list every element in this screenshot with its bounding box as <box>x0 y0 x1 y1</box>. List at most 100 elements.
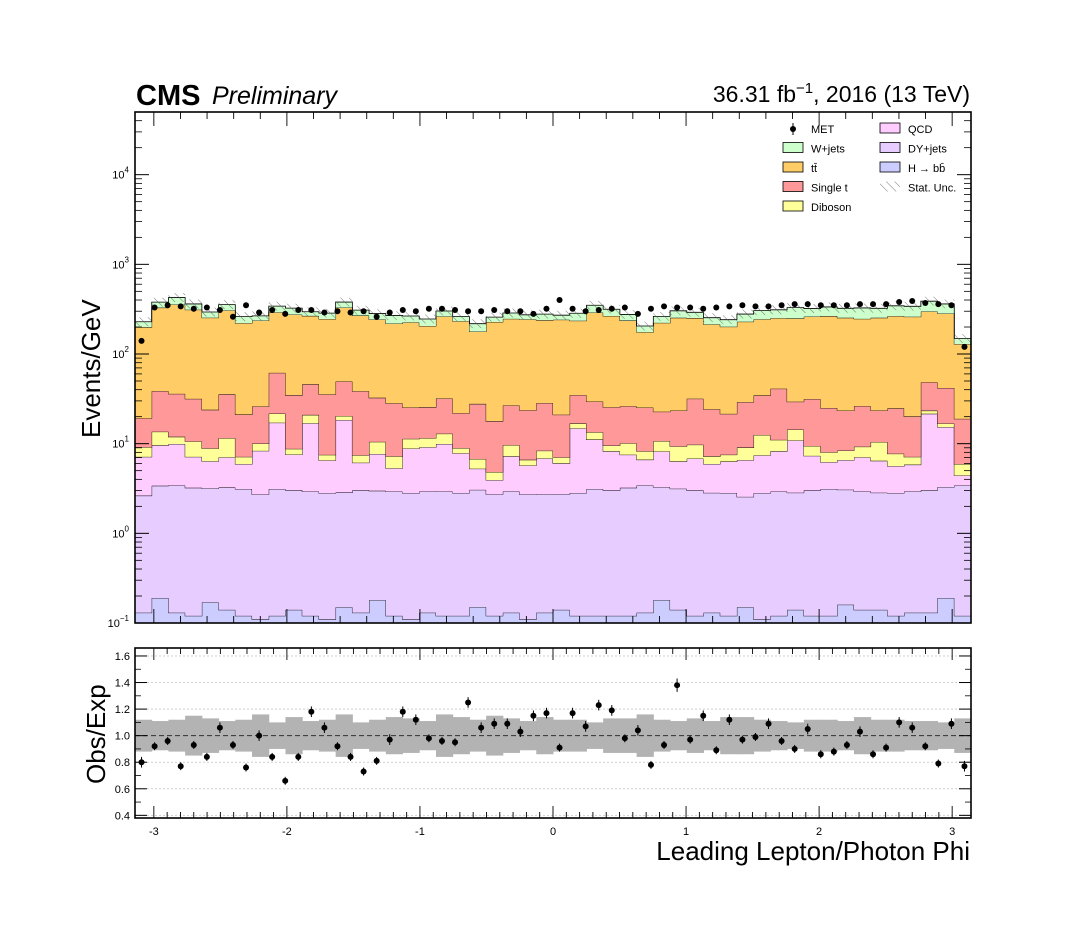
data-point <box>830 302 837 309</box>
unc-bin <box>904 301 921 311</box>
data-point <box>282 310 289 317</box>
unc-bin <box>502 308 520 318</box>
unc-bin <box>670 306 687 316</box>
x-tick-label: -1 <box>415 826 425 838</box>
ratio-panel: 0.40.60.81.01.21.41.6-3 -2 -1 0 1 2 3 Obs/Exp … <box>81 647 972 866</box>
data-point <box>504 308 511 315</box>
legend-label: DY+jets <box>908 144 947 156</box>
legend-entry: Diboson <box>782 200 851 214</box>
ratio-point <box>465 699 472 706</box>
unc-bin <box>435 306 453 316</box>
data-point <box>935 301 942 308</box>
ratio-band-bin <box>837 721 855 751</box>
data-point <box>569 305 576 312</box>
ratio-point <box>360 768 367 775</box>
unc-bin <box>653 311 671 321</box>
unc-bin <box>937 299 955 309</box>
unc-bin <box>452 312 470 321</box>
ratio-point <box>164 737 171 744</box>
unc-bin <box>235 312 253 322</box>
ratio-point <box>347 753 354 760</box>
stack-fill-2 <box>135 413 971 497</box>
ratio-y-axis-title: Obs/Exp <box>81 684 111 784</box>
ratio-point <box>856 728 863 735</box>
ratio-points <box>138 678 968 785</box>
stacked-histograms <box>135 297 971 623</box>
experiment-label: CMS <box>136 80 200 112</box>
unc-bin <box>151 297 169 307</box>
ratio-point <box>843 741 850 748</box>
data-point <box>608 305 615 312</box>
ratio-point <box>334 743 341 750</box>
ratio-y-tick-label: 0.4 <box>115 810 130 822</box>
data-point <box>713 304 720 311</box>
ratio-point <box>229 741 236 748</box>
ratio-point <box>726 716 733 723</box>
ratio-point <box>922 743 929 750</box>
ratio-point <box>530 712 537 719</box>
data-point <box>883 301 890 308</box>
ratio-point <box>373 757 380 764</box>
ratio-point <box>151 743 158 750</box>
data-point <box>491 306 498 313</box>
legend-entry: QCD <box>879 122 933 136</box>
ratio-point <box>282 777 289 784</box>
ratio-point <box>804 726 811 733</box>
data-point <box>961 343 968 350</box>
unc-bin <box>218 300 236 310</box>
unc-bin <box>887 301 905 311</box>
ratio-band-bin <box>820 719 838 752</box>
ratio-y-tick-label: 0.8 <box>115 757 130 769</box>
x-tick-label: -3 <box>149 826 159 838</box>
legend-entry: Single t <box>782 181 848 195</box>
data-point <box>778 302 785 309</box>
unc-bin <box>954 334 971 343</box>
ratio-point <box>556 744 563 751</box>
stack-fill-5 <box>135 304 971 422</box>
unc-bin <box>636 321 654 331</box>
ratio-point <box>778 737 785 744</box>
x-tick-label: 0 <box>550 826 556 838</box>
ratio-point <box>308 708 315 715</box>
unc-bin <box>703 313 721 323</box>
ratio-y-tick-label: 1.0 <box>115 731 130 743</box>
unc-bin <box>553 310 570 320</box>
legend-swatch <box>782 200 804 212</box>
y-tick-label: 103 <box>112 255 129 271</box>
data-point <box>595 306 602 313</box>
unc-bin <box>837 303 854 313</box>
ratio-y-tick-label: 1.6 <box>115 651 130 663</box>
ratio-point <box>713 747 720 754</box>
y-tick-exponent: 1 <box>125 435 130 444</box>
data-point <box>739 302 746 309</box>
data-point <box>530 310 537 317</box>
ratio-point <box>321 724 328 731</box>
data-point <box>856 301 863 308</box>
ratio-point <box>608 707 615 714</box>
ratio-point <box>634 727 641 734</box>
main-y-axis-title: Events/GeV <box>76 299 106 438</box>
y-tick-exponent: 2 <box>125 345 130 354</box>
ratio-point <box>412 716 419 723</box>
ratio-point <box>817 751 824 758</box>
ratio-y-tick-label: 0.6 <box>115 784 130 796</box>
ratio-band-bin <box>853 717 872 755</box>
ratio-point <box>870 751 877 758</box>
unc-bin <box>285 303 303 313</box>
data-point <box>765 303 772 310</box>
data-point <box>256 309 263 316</box>
legend-swatch <box>782 161 804 173</box>
data-points <box>138 297 968 350</box>
data-point <box>621 304 628 311</box>
data-point <box>425 305 432 312</box>
unc-bin <box>569 308 587 318</box>
data-point <box>674 304 681 311</box>
ratio-point <box>752 733 759 740</box>
ratio-point <box>582 723 589 730</box>
data-point <box>478 308 485 315</box>
data-point <box>151 304 158 311</box>
data-point <box>399 306 406 313</box>
lumi-exponent: −1 <box>796 80 813 97</box>
y-tick-label: 101 <box>112 435 129 451</box>
